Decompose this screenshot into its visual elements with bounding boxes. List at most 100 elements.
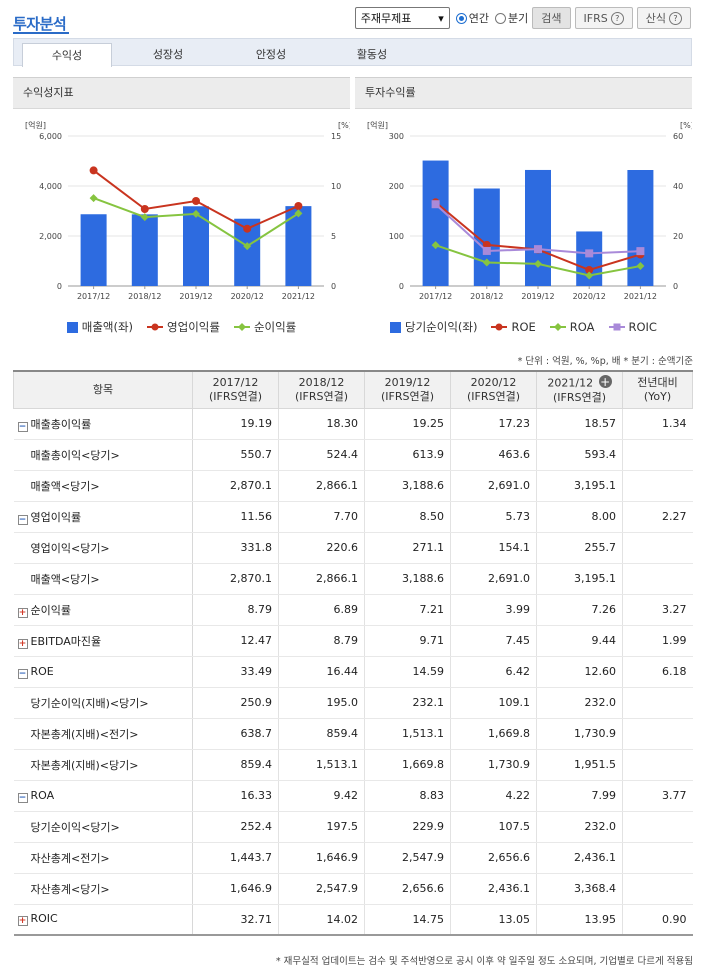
legend-item[interactable]: 순이익률 xyxy=(233,319,297,335)
table-cell: 7.26 xyxy=(536,593,623,626)
table-cell: 9.71 xyxy=(364,624,451,657)
col-header-item: 항목 xyxy=(13,370,193,409)
table-cell: 1,646.9 xyxy=(192,873,279,905)
table-cell: 271.1 xyxy=(364,532,451,564)
table-cell: 550.7 xyxy=(192,439,279,471)
statement-select-value: 주재무제표 xyxy=(360,12,412,25)
x-tick-label: 2020/12 xyxy=(231,292,264,301)
y-axis-unit: [억원] xyxy=(367,120,388,130)
legend-item[interactable]: ROE xyxy=(491,319,536,335)
table-cell: 2,436.1 xyxy=(450,873,537,905)
y-tick-label: 0 xyxy=(57,282,62,291)
data-point xyxy=(192,209,200,218)
yoy-cell: 3.27 xyxy=(622,593,693,626)
table-cell: 331.8 xyxy=(192,532,279,564)
table-cell: 32.71 xyxy=(192,903,279,936)
y-tick-label: 4,000 xyxy=(39,182,62,191)
table-cell: 33.49 xyxy=(192,655,279,688)
table-cell: 232.1 xyxy=(364,687,451,719)
bar xyxy=(80,214,107,286)
table-cell: 593.4 xyxy=(536,439,623,471)
yoy-cell: 0.90 xyxy=(622,903,693,936)
tab-profitability[interactable]: 수익성 xyxy=(22,43,112,67)
legend-item[interactable]: ROIC xyxy=(608,319,657,335)
table-row: 영업이익<당기> 331.8 220.6 271.1 154.1 255.7 xyxy=(13,532,693,564)
statement-select[interactable]: 주재무제표 ▾ xyxy=(354,7,450,29)
panel-title: 수익성지표 xyxy=(13,77,350,109)
table-cell: 2,866.1 xyxy=(278,470,365,502)
collapse-icon[interactable]: − xyxy=(17,514,28,525)
bar xyxy=(525,169,551,286)
legend-item[interactable]: ROA xyxy=(549,319,595,335)
row-label: 매출액<당기> xyxy=(13,563,193,595)
table-cell: 14.02 xyxy=(278,903,365,936)
table-cell: 252.4 xyxy=(192,811,279,843)
legend-label: ROA xyxy=(569,320,595,334)
table-cell: 8.79 xyxy=(192,593,279,626)
table-cell: 2,656.6 xyxy=(364,873,451,905)
row-label-text: 매출총이익<당기> xyxy=(30,448,120,462)
search-button[interactable]: 검색 xyxy=(532,7,571,29)
x-tick-label: 2020/12 xyxy=(573,292,606,301)
legend-item[interactable]: 매출액(좌) xyxy=(66,319,133,335)
collapse-icon[interactable]: − xyxy=(17,668,28,679)
table-cell: 1,669.8 xyxy=(450,718,537,750)
expand-icon[interactable]: + xyxy=(17,638,28,649)
radio-annual[interactable]: 연간 xyxy=(455,10,489,26)
table-row: 당기순이익(지배)<당기> 250.9 195.0 232.1 109.1 232.0 xyxy=(13,687,693,719)
y2-tick-label: 15 xyxy=(331,132,341,141)
y-axis-unit: [억원] xyxy=(25,120,46,130)
table-cell: 2,866.1 xyxy=(278,563,365,595)
legend-item[interactable]: 영업이익률 xyxy=(147,319,220,335)
radio-quarter-circle[interactable] xyxy=(495,12,507,24)
table-cell: 13.95 xyxy=(536,903,623,936)
table-cell: 255.7 xyxy=(536,532,623,564)
table-cell: 18.30 xyxy=(278,408,365,440)
collapse-icon[interactable]: − xyxy=(17,792,28,803)
y2-tick-label: 0 xyxy=(331,282,336,291)
tab-stability[interactable]: 안정성 xyxy=(255,48,287,61)
legend-bar-swatch xyxy=(66,321,78,333)
y2-tick-label: 0 xyxy=(673,282,678,291)
legend-line-swatch xyxy=(491,323,508,331)
row-label: 매출액<당기> xyxy=(13,470,193,502)
y2-tick-label: 20 xyxy=(673,232,683,241)
table-cell: 16.33 xyxy=(192,779,279,812)
legend-label: 순이익률 xyxy=(253,320,297,334)
data-point xyxy=(534,245,542,254)
table-cell: 1,513.1 xyxy=(278,749,365,781)
table-row: 매출액<당기> 2,870.1 2,866.1 3,188.6 2,691.0 3,195… xyxy=(13,470,693,502)
table-cell: 2,547.9 xyxy=(364,842,451,874)
legend-label: 당기순이익(좌) xyxy=(405,320,478,334)
tab-growth[interactable]: 성장성 xyxy=(152,48,184,61)
table-cell: 2,436.1 xyxy=(536,842,623,874)
formula-button[interactable]: 산식 ? xyxy=(636,7,691,29)
collapse-icon[interactable]: − xyxy=(17,421,28,432)
row-label: + EBITDA마진율 xyxy=(13,624,193,657)
expand-icon[interactable]: + xyxy=(17,607,28,618)
row-label: 당기순이익<당기> xyxy=(13,811,193,843)
table-cell: 16.44 xyxy=(278,655,365,688)
table-cell: 2,870.1 xyxy=(192,563,279,595)
legend-item[interactable]: 당기순이익(좌) xyxy=(390,319,477,335)
yoy-cell xyxy=(622,842,693,874)
x-tick-label: 2017/12 xyxy=(77,292,110,301)
unit-note: * 단위 : 억원, %, %p, 배 * 분기 : 순액기준 xyxy=(517,356,693,367)
x-tick-label: 2021/12 xyxy=(624,292,657,301)
add-column-icon[interactable]: + xyxy=(598,374,612,389)
table-cell: 8.83 xyxy=(364,779,451,812)
tab-activity[interactable]: 활동성 xyxy=(356,48,388,61)
x-tick-label: 2021/12 xyxy=(282,292,315,301)
legend-label: ROIC xyxy=(628,320,657,334)
expand-icon[interactable]: + xyxy=(17,916,28,927)
y-tick-label: 100 xyxy=(389,232,404,241)
chart-legend: 당기순이익(좌) ROE ROA ROIC xyxy=(355,319,692,335)
ifrs-button[interactable]: IFRS ? xyxy=(574,7,633,29)
y2-tick-label: 40 xyxy=(673,182,683,191)
radio-annual-circle[interactable] xyxy=(455,12,467,24)
chevron-down-icon: ▾ xyxy=(438,11,444,25)
legend-label: ROE xyxy=(511,320,536,334)
row-label: 자본총계(지배)<전기> xyxy=(13,718,193,750)
row-label-text: 매출액<당기> xyxy=(30,572,100,586)
radio-quarter[interactable]: 분기 xyxy=(495,10,528,26)
